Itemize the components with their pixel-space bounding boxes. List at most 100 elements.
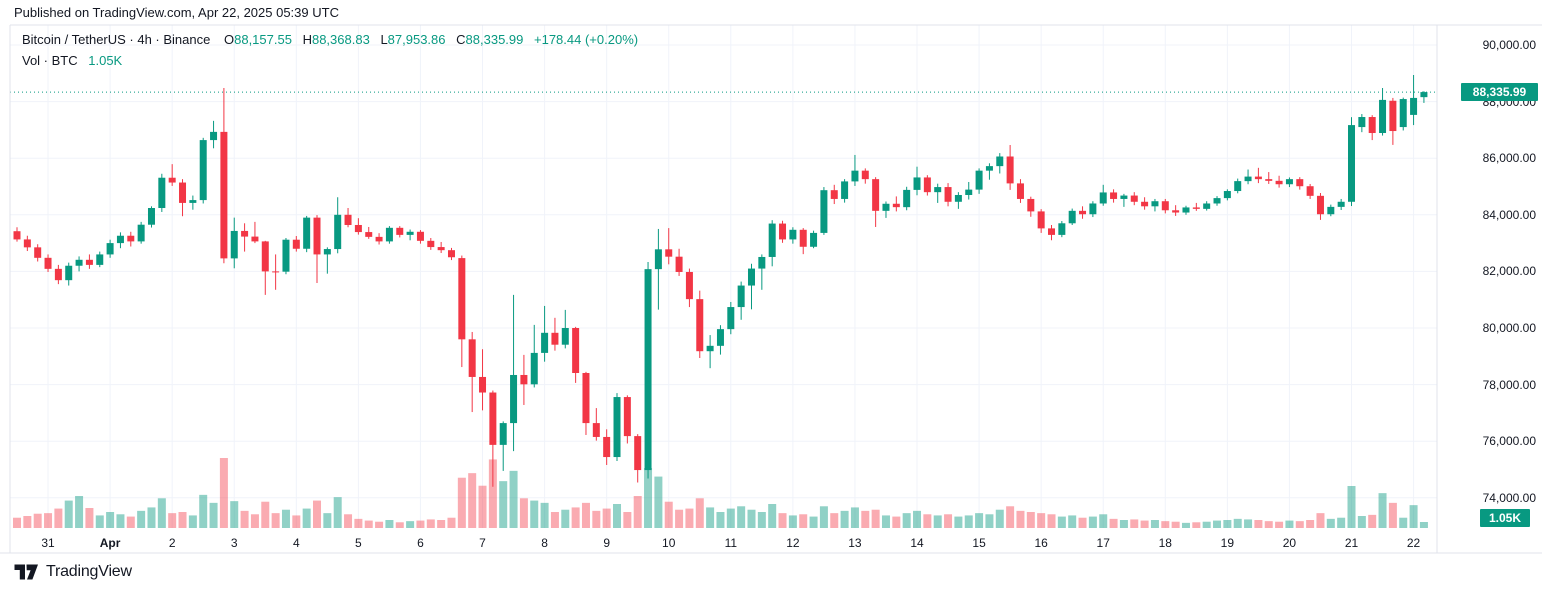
volume-bar — [1388, 502, 1397, 528]
volume-bar — [426, 519, 435, 528]
candle-body — [861, 170, 869, 180]
volume-bar — [1088, 516, 1097, 528]
candle-body — [396, 227, 404, 235]
candle-body — [747, 268, 755, 286]
volume-bar — [913, 510, 922, 528]
candle-body — [923, 177, 931, 193]
volume-bar — [892, 516, 901, 528]
volume-bar — [23, 516, 32, 528]
candle-body — [65, 265, 73, 281]
candle-body — [1203, 203, 1211, 209]
volume-bar — [644, 468, 653, 528]
volume-bar — [613, 504, 622, 528]
volume-bar — [75, 496, 84, 528]
change-value: +178.44 (+0.20%) — [534, 32, 639, 47]
candle-body — [1213, 198, 1221, 204]
date-label: 10 — [662, 536, 676, 550]
candle-body — [34, 247, 42, 258]
candle-body — [1389, 100, 1397, 132]
candle-body — [1151, 201, 1159, 207]
candle-body — [1058, 223, 1066, 235]
candle-body — [706, 345, 714, 352]
price-axis-label: 74,000.00 — [1482, 490, 1536, 505]
candle-body — [179, 182, 187, 203]
volume-bar — [571, 507, 580, 528]
price-axis-label: 78,000.00 — [1482, 377, 1536, 392]
candle-body — [582, 372, 590, 424]
date-label: 19 — [1220, 536, 1235, 550]
volume-bar — [799, 514, 808, 528]
volume-bar — [1181, 522, 1190, 528]
candle-body — [851, 170, 859, 182]
candle-body — [892, 203, 900, 208]
candle-body — [541, 332, 549, 353]
volume-bar — [664, 501, 673, 528]
open-label: O — [223, 32, 235, 47]
candle-body — [447, 250, 455, 258]
candle-body — [965, 189, 973, 195]
volume-bar — [1233, 518, 1242, 528]
volume-bar — [178, 512, 187, 528]
candle-body — [1172, 210, 1180, 213]
volume-bar — [923, 514, 932, 528]
volume-bar — [199, 494, 208, 528]
candle-body — [189, 200, 197, 203]
candle-body — [44, 257, 52, 269]
candle-body — [623, 397, 631, 437]
candle-body — [1358, 117, 1366, 128]
candle-body — [1379, 99, 1387, 134]
candle-body — [727, 307, 735, 330]
date-label: 17 — [1096, 536, 1110, 550]
candle-body — [313, 217, 321, 255]
candle-body — [323, 249, 331, 255]
candle-body — [592, 423, 600, 437]
volume-bar — [147, 507, 156, 528]
volume-bar — [788, 515, 797, 528]
candle-body — [1337, 201, 1345, 207]
candle-body — [1079, 210, 1087, 215]
candle-body — [830, 190, 838, 199]
volume-bar — [726, 508, 735, 528]
volume-bar — [478, 485, 487, 528]
candle-body — [913, 177, 921, 190]
volume-bar — [375, 521, 384, 528]
volume-bar — [768, 504, 777, 528]
volume-bar — [1150, 520, 1159, 528]
date-label: 15 — [972, 536, 986, 550]
volume-bar — [654, 476, 663, 528]
candle-body — [1306, 186, 1314, 196]
legend-symbol-row: Bitcoin / TetherUS · 4h · Binance O88,15… — [22, 29, 638, 50]
published-caption: Published on TradingView.com, Apr 22, 20… — [14, 5, 339, 20]
volume-bar — [530, 500, 539, 528]
volume-bar — [1130, 519, 1139, 528]
volume-bar — [364, 520, 373, 528]
brand-link[interactable]: TradingView — [14, 563, 132, 581]
candle-body — [530, 352, 538, 385]
candle-body — [603, 436, 611, 458]
open-value: 88,157.55 — [234, 32, 292, 47]
volume-bar — [1099, 514, 1108, 528]
candle-body — [85, 259, 93, 265]
volume-bar — [1399, 517, 1408, 528]
volume-bar — [1047, 514, 1056, 528]
volume-bar — [1347, 486, 1356, 528]
volume-bar — [509, 470, 518, 528]
volume-bar — [550, 512, 559, 528]
candle-body — [479, 376, 487, 393]
date-label: 20 — [1282, 536, 1297, 550]
candle-body — [354, 224, 362, 233]
volume-bar — [819, 506, 828, 528]
tradingview-logo-icon — [14, 564, 38, 579]
candle-body — [975, 170, 983, 190]
volume-bar — [1171, 521, 1180, 528]
volume-bar — [1285, 520, 1294, 528]
high-value: 88,368.83 — [311, 32, 370, 47]
volume-bar — [344, 514, 353, 528]
volume-bar — [1109, 518, 1118, 528]
candle-body — [427, 240, 435, 248]
close-value: 88,335.99 — [465, 32, 524, 47]
candle-body — [406, 231, 414, 235]
close-label: C — [456, 32, 466, 47]
volume-bar — [933, 515, 942, 528]
